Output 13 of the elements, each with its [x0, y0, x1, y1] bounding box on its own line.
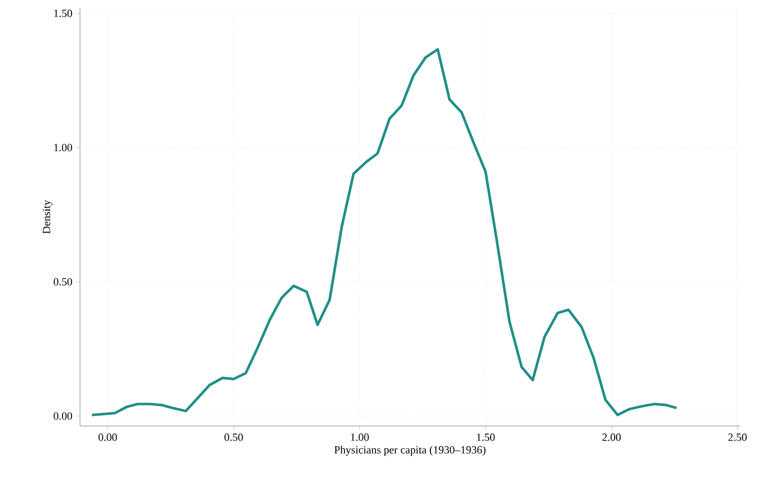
y-axis-title: Density: [42, 200, 52, 234]
line-series: [90, 48, 678, 416]
y-tick-label: 0.00: [54, 412, 72, 420]
y-tick-label: 1.00: [54, 144, 72, 152]
x-tick-label: 1.50: [476, 434, 495, 441]
x-axis-title: Physicians per capita (1930–1936): [334, 446, 486, 456]
x-tick-label: 1.00: [351, 434, 369, 441]
y-tick-label: 1.50: [54, 10, 72, 18]
y-tick-label: 0.50: [54, 278, 72, 286]
x-tick-label: 0.50: [224, 434, 243, 441]
x-tick-label: 2.50: [728, 434, 747, 441]
x-tick-label: 0.00: [98, 434, 117, 441]
x-tick-label: 2.00: [602, 434, 621, 441]
